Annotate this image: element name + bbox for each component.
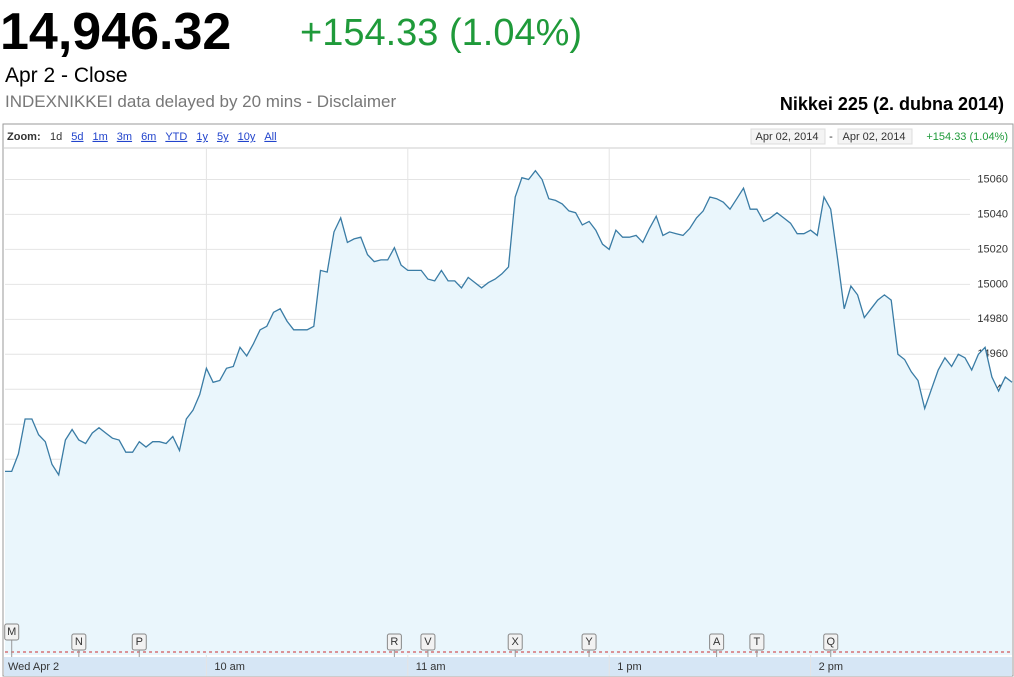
- status: Apr 2 - Close: [5, 64, 128, 87]
- y-tick-label: 14980: [977, 313, 1008, 325]
- range-box: [750, 128, 826, 145]
- flag: [581, 633, 597, 651]
- chart-title: Nikkei 225 (2. dubna 2014): [779, 94, 1004, 114]
- flag-label: M: [7, 626, 16, 638]
- zoom-option[interactable]: 10y: [238, 131, 256, 143]
- y-tick-label: 15040: [977, 208, 1008, 220]
- zoom-label: Zoom:: [7, 131, 41, 143]
- area-fill: [5, 170, 1012, 655]
- zoom-option[interactable]: All: [264, 131, 276, 143]
- range-end: Apr 02, 2014: [843, 131, 906, 143]
- flag: [4, 623, 20, 641]
- flag-label: Y: [585, 636, 593, 648]
- y-tick-label: 15000: [977, 278, 1008, 290]
- range-separator: -: [829, 131, 833, 143]
- zoom-option[interactable]: 6m: [141, 131, 156, 143]
- flag: [507, 633, 523, 651]
- price-change: +154.33 (1.04%): [300, 12, 583, 54]
- price: 14,946.32: [0, 3, 232, 61]
- flag-label: N: [75, 636, 83, 648]
- zoom-option: 1d: [50, 131, 62, 143]
- zoom-option[interactable]: 5d: [71, 131, 83, 143]
- flag: [420, 633, 436, 651]
- price-line: [5, 169, 1013, 477]
- zoom-option[interactable]: 1m: [93, 131, 108, 143]
- x-tick-label: Wed Apr 2: [8, 661, 59, 673]
- range-box: [837, 128, 913, 145]
- x-tick-label: 2 pm: [819, 661, 843, 673]
- flag-label: T: [754, 636, 761, 648]
- zoom-option[interactable]: 1y: [196, 131, 208, 143]
- delay-note: INDEXNIKKEI data delayed by 20 mins - Di…: [5, 92, 397, 111]
- flag-label: V: [424, 636, 432, 648]
- zoom-option[interactable]: YTD: [165, 131, 187, 143]
- flag: [386, 633, 402, 651]
- range-change: +154.33 (1.04%): [926, 131, 1008, 143]
- flag: [823, 633, 839, 651]
- x-axis-strip: [4, 657, 1012, 676]
- x-tick-label: 1 pm: [617, 661, 641, 673]
- flag: [749, 633, 765, 651]
- zoom-option[interactable]: 5y: [217, 131, 229, 143]
- flag: [709, 633, 725, 651]
- flag-label: R: [390, 636, 398, 648]
- x-tick-label: 10 am: [214, 661, 245, 673]
- flag: [131, 633, 147, 651]
- y-tick-label: 15020: [977, 243, 1008, 255]
- zoom-option[interactable]: 3m: [117, 131, 132, 143]
- range-start: Apr 02, 2014: [756, 131, 819, 143]
- y-tick-label: 15060: [977, 173, 1008, 185]
- flag-label: X: [512, 636, 520, 648]
- x-tick-label: 11 am: [416, 661, 446, 673]
- flag: [71, 633, 87, 651]
- flag-label: A: [713, 636, 721, 648]
- flag-label: Q: [826, 636, 835, 648]
- flag-label: P: [136, 636, 143, 648]
